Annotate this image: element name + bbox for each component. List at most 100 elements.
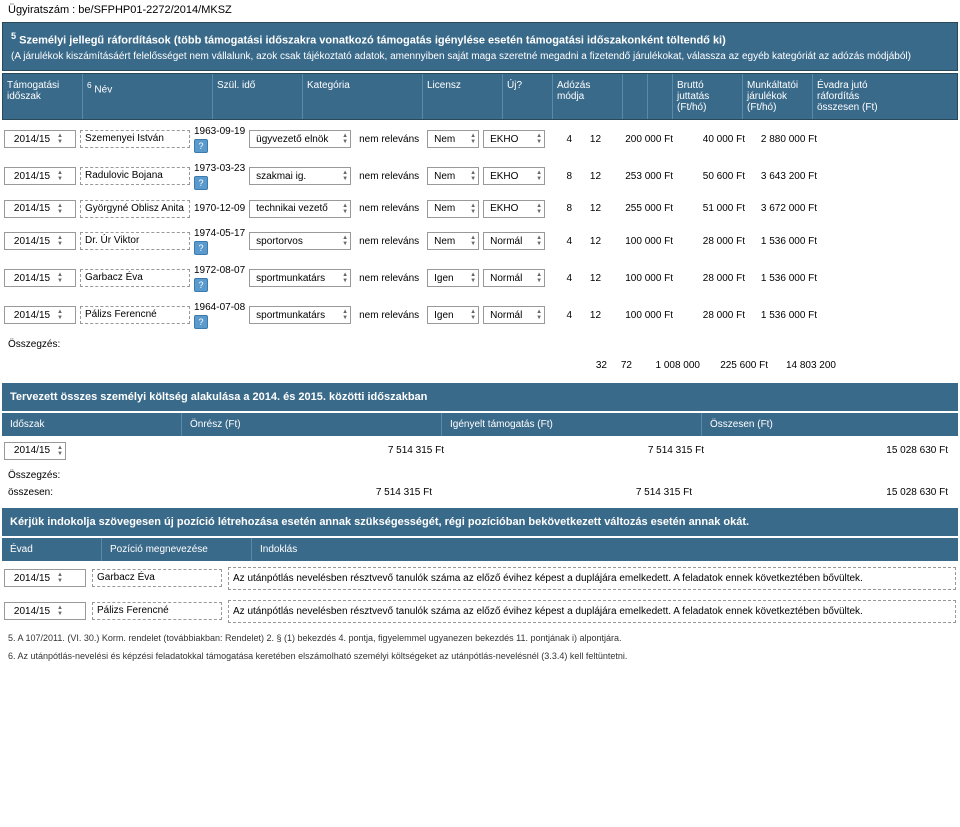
idoszak-spinner[interactable]: 2014/15 ▲▼ (4, 167, 76, 185)
kategoria-select[interactable]: ügyvezető elnök ▲▼ (249, 130, 351, 148)
uj-select[interactable]: Igen ▲▼ (427, 269, 479, 287)
select-arrows-icon: ▲▼ (536, 170, 542, 182)
s2-col-onresz: Önrész (Ft) (182, 413, 442, 436)
evad-spinner[interactable]: 2014/15 ▲▼ (4, 602, 86, 620)
uj-select[interactable]: Nem ▲▼ (427, 130, 479, 148)
n1-value: 4 (549, 236, 574, 247)
spinner-arrows[interactable]: ▲▼ (57, 272, 63, 284)
help-icon[interactable]: ? (194, 278, 208, 292)
adozas-select[interactable]: EKHO ▲▼ (483, 167, 545, 185)
summary1-label: Összegzés: (0, 335, 960, 354)
nev-input[interactable]: Dr. Úr Viktor (80, 232, 190, 250)
licensz-value: nem releváns (355, 236, 423, 247)
uj-select[interactable]: Igen ▲▼ (427, 306, 479, 324)
uj-select[interactable]: Nem ▲▼ (427, 232, 479, 250)
kategoria-select[interactable]: szakmai ig. ▲▼ (249, 167, 351, 185)
help-icon[interactable]: ? (194, 241, 208, 255)
table-row: 2014/15 ▲▼ Garbacz Éva 1972-08-07 ? spor… (2, 261, 958, 296)
nev-input[interactable]: Pálizs Ferencné (80, 306, 190, 324)
spinner-arrows[interactable]: ▲▼ (57, 235, 63, 247)
col-adozas: Adózás módja (553, 74, 623, 119)
help-icon[interactable]: ? (194, 176, 208, 190)
col-evadra: Évadra jutó ráfordítás összesen (Ft) (813, 74, 883, 119)
uj-value: Nem (430, 134, 470, 145)
help-icon[interactable]: ? (194, 315, 208, 329)
n1-value: 8 (549, 203, 574, 214)
nev-input[interactable]: Szemenyei István (80, 130, 190, 148)
select-arrows-icon: ▲▼ (342, 203, 348, 215)
spinner-arrows[interactable]: ▲▼ (57, 170, 63, 182)
nev-input[interactable]: Györgyné Oblisz Anita (80, 200, 190, 218)
select-arrows-icon: ▲▼ (470, 133, 476, 145)
adozas-select[interactable]: Normál ▲▼ (483, 269, 545, 287)
s3-col-evad: Évad (2, 538, 102, 561)
header-title: Személyi jellegű ráfordítások (több támo… (19, 35, 726, 47)
nev-input[interactable]: Garbacz Éva (80, 269, 190, 287)
select-arrows-icon: ▲▼ (342, 309, 348, 321)
kategoria-select[interactable]: sportmunkatárs ▲▼ (249, 269, 351, 287)
col-licensz: Licensz (423, 74, 503, 119)
kategoria-select[interactable]: technikai vezető ▲▼ (249, 200, 351, 218)
section3-row: 2014/15 ▲▼ Pálizs Ferencné Az utánpótlás… (2, 596, 958, 627)
adozas-select[interactable]: Normál ▲▼ (483, 232, 545, 250)
section3-row: 2014/15 ▲▼ Garbacz Éva Az utánpótlás nev… (2, 563, 958, 594)
select-arrows-icon: ▲▼ (536, 235, 542, 247)
licensz-value: nem releváns (355, 310, 423, 321)
s2-col-idoszak: Időszak (2, 413, 182, 436)
select-arrows-icon: ▲▼ (536, 203, 542, 215)
col-blank2 (648, 74, 673, 119)
spinner-arrows[interactable]: ▲▼ (57, 445, 63, 457)
spinner-arrows[interactable]: ▲▼ (57, 309, 63, 321)
footnote-5: 5. A 107/2011. (VI. 30.) Korm. rendelet … (0, 629, 960, 647)
adozas-select[interactable]: Normál ▲▼ (483, 306, 545, 324)
spinner-arrows[interactable]: ▲▼ (57, 203, 63, 215)
brutto-value: 253 000 Ft (607, 171, 675, 182)
idoszak-value: 2014/15 (7, 273, 57, 284)
evadra-value: 3 672 000 Ft (751, 203, 819, 214)
evadra-value: 1 536 000 Ft (751, 236, 819, 247)
szul-value: 1974-05-17 (194, 228, 245, 239)
idoszak-spinner[interactable]: 2014/15 ▲▼ (4, 130, 76, 148)
adozas-value: Normál (486, 310, 536, 321)
table-row: 2014/15 ▲▼ Pálizs Ferencné 1964-07-08 ? … (2, 298, 958, 333)
idoszak-spinner[interactable]: 2014/15 ▲▼ (4, 306, 76, 324)
munka-value: 40 000 Ft (679, 134, 747, 145)
pozicio-input[interactable]: Garbacz Éva (92, 569, 222, 587)
section1-header: 5 Személyi jellegű ráfordítások (több tá… (2, 22, 958, 71)
s3-col-ind: Indoklás (252, 538, 958, 561)
select-arrows-icon: ▲▼ (342, 133, 348, 145)
spinner-arrows[interactable]: ▲▼ (57, 572, 63, 584)
spinner-arrows[interactable]: ▲▼ (57, 133, 63, 145)
uj-select[interactable]: Nem ▲▼ (427, 200, 479, 218)
idoszak-value: 2014/15 (7, 134, 57, 145)
section2-data-row: 2014/15 ▲▼ 7 514 315 Ft 7 514 315 Ft 15 … (2, 438, 958, 464)
footnote-6: 6. Az utánpótlás-nevelési és képzési fel… (0, 647, 960, 665)
idoszak-spinner[interactable]: 2014/15 ▲▼ (4, 200, 76, 218)
evadra-value: 1 536 000 Ft (751, 273, 819, 284)
idoszak-value: 2014/15 (7, 171, 57, 182)
nev-input[interactable]: Radulovic Bojana (80, 167, 190, 185)
sum-munka: 225 600 Ft (702, 360, 770, 371)
uj-select[interactable]: Nem ▲▼ (427, 167, 479, 185)
s2-sum-osszesen: 15 028 630 Ft (704, 487, 956, 498)
spinner-arrows[interactable]: ▲▼ (57, 605, 63, 617)
n1-value: 4 (549, 273, 574, 284)
idoszak-spinner[interactable]: 2014/15 ▲▼ (4, 232, 76, 250)
select-arrows-icon: ▲▼ (536, 309, 542, 321)
evad-spinner[interactable]: 2014/15 ▲▼ (4, 569, 86, 587)
select-arrows-icon: ▲▼ (536, 272, 542, 284)
indoklas-input[interactable]: Az utánpótlás nevelésben résztvevő tanul… (228, 567, 956, 590)
adozas-value: EKHO (486, 134, 536, 145)
indoklas-input[interactable]: Az utánpótlás nevelésben résztvevő tanul… (228, 600, 956, 623)
idoszak-spinner[interactable]: 2014/15 ▲▼ (4, 269, 76, 287)
adozas-select[interactable]: EKHO ▲▼ (483, 200, 545, 218)
help-icon[interactable]: ? (194, 139, 208, 153)
s2-idoszak-spinner[interactable]: 2014/15 ▲▼ (4, 442, 66, 460)
pozicio-input[interactable]: Pálizs Ferencné (92, 602, 222, 620)
adozas-select[interactable]: EKHO ▲▼ (483, 130, 545, 148)
n2-value: 12 (578, 236, 603, 247)
col-brutto: Bruttó juttatás (Ft/hó) (673, 74, 743, 119)
s2-igenyelt-value: 7 514 315 Ft (444, 445, 704, 456)
kategoria-select[interactable]: sportmunkatárs ▲▼ (249, 306, 351, 324)
kategoria-select[interactable]: sportorvos ▲▼ (249, 232, 351, 250)
